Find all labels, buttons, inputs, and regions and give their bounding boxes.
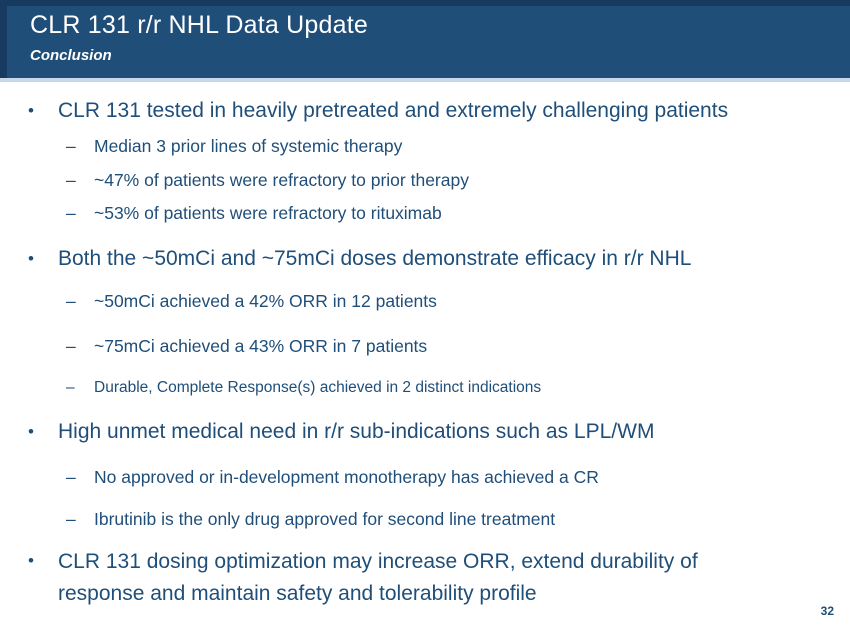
dash-marker: –	[66, 291, 76, 311]
bullet-item: • CLR 131 dosing optimization may increa…	[28, 546, 763, 610]
bullet-marker: •	[28, 551, 34, 570]
dash-marker: –	[66, 467, 76, 487]
dash-marker: –	[66, 170, 76, 190]
bullet-text: CLR 131 dosing optimization may increase…	[58, 550, 698, 605]
sub-bullet-text: Median 3 prior lines of systemic therapy	[94, 136, 403, 156]
sub-bullet-text: No approved or in-development monotherap…	[94, 467, 599, 487]
slide-header: CLR 131 r/r NHL Data Update Conclusion	[0, 0, 850, 78]
slide-subtitle: Conclusion	[30, 47, 112, 64]
sub-bullet-item: – ~47% of patients were refractory to pr…	[66, 168, 469, 192]
dash-marker: –	[66, 203, 76, 223]
bullet-marker: •	[28, 422, 34, 441]
sub-bullet-text: Durable, Complete Response(s) achieved i…	[94, 379, 542, 396]
sub-bullet-item: – Ibrutinib is the only drug approved fo…	[66, 507, 555, 531]
sub-bullet-item: – Durable, Complete Response(s) achieved…	[66, 377, 541, 399]
sub-bullet-item: – ~53% of patients were refractory to ri…	[66, 201, 442, 225]
dash-marker: –	[66, 509, 76, 529]
dash-marker: –	[66, 336, 76, 356]
bullet-marker: •	[28, 101, 34, 120]
bullet-text: High unmet medical need in r/r sub-indic…	[58, 420, 655, 443]
bullet-text: CLR 131 tested in heavily pretreated and…	[58, 99, 729, 122]
header-underline	[0, 78, 850, 82]
sub-bullet-text: ~47% of patients were refractory to prio…	[94, 170, 469, 190]
bullet-item: • Both the ~50mCi and ~75mCi doses demon…	[28, 244, 691, 274]
dash-marker: –	[66, 136, 76, 156]
bullet-item: • CLR 131 tested in heavily pretreated a…	[28, 96, 728, 126]
sub-bullet-text: ~75mCi achieved a 43% ORR in 7 patients	[94, 336, 428, 356]
header-left-accent-bar	[0, 0, 7, 78]
sub-bullet-item: – ~75mCi achieved a 43% ORR in 7 patient…	[66, 334, 427, 358]
header-top-accent-bar	[0, 0, 850, 6]
bullet-marker: •	[28, 249, 34, 268]
sub-bullet-item: – Median 3 prior lines of systemic thera…	[66, 134, 402, 158]
dash-marker: –	[66, 379, 75, 396]
sub-bullet-item: – No approved or in-development monother…	[66, 465, 599, 489]
bullet-text: Both the ~50mCi and ~75mCi doses demonst…	[58, 247, 692, 270]
page-number: 32	[820, 604, 834, 618]
sub-bullet-text: ~53% of patients were refractory to ritu…	[94, 203, 442, 223]
sub-bullet-item: – ~50mCi achieved a 42% ORR in 12 patien…	[66, 289, 437, 313]
slide-title: CLR 131 r/r NHL Data Update	[30, 11, 368, 39]
sub-bullet-text: Ibrutinib is the only drug approved for …	[94, 509, 556, 529]
bullet-item: • High unmet medical need in r/r sub-ind…	[28, 417, 654, 447]
sub-bullet-text: ~50mCi achieved a 42% ORR in 12 patients	[94, 291, 437, 311]
